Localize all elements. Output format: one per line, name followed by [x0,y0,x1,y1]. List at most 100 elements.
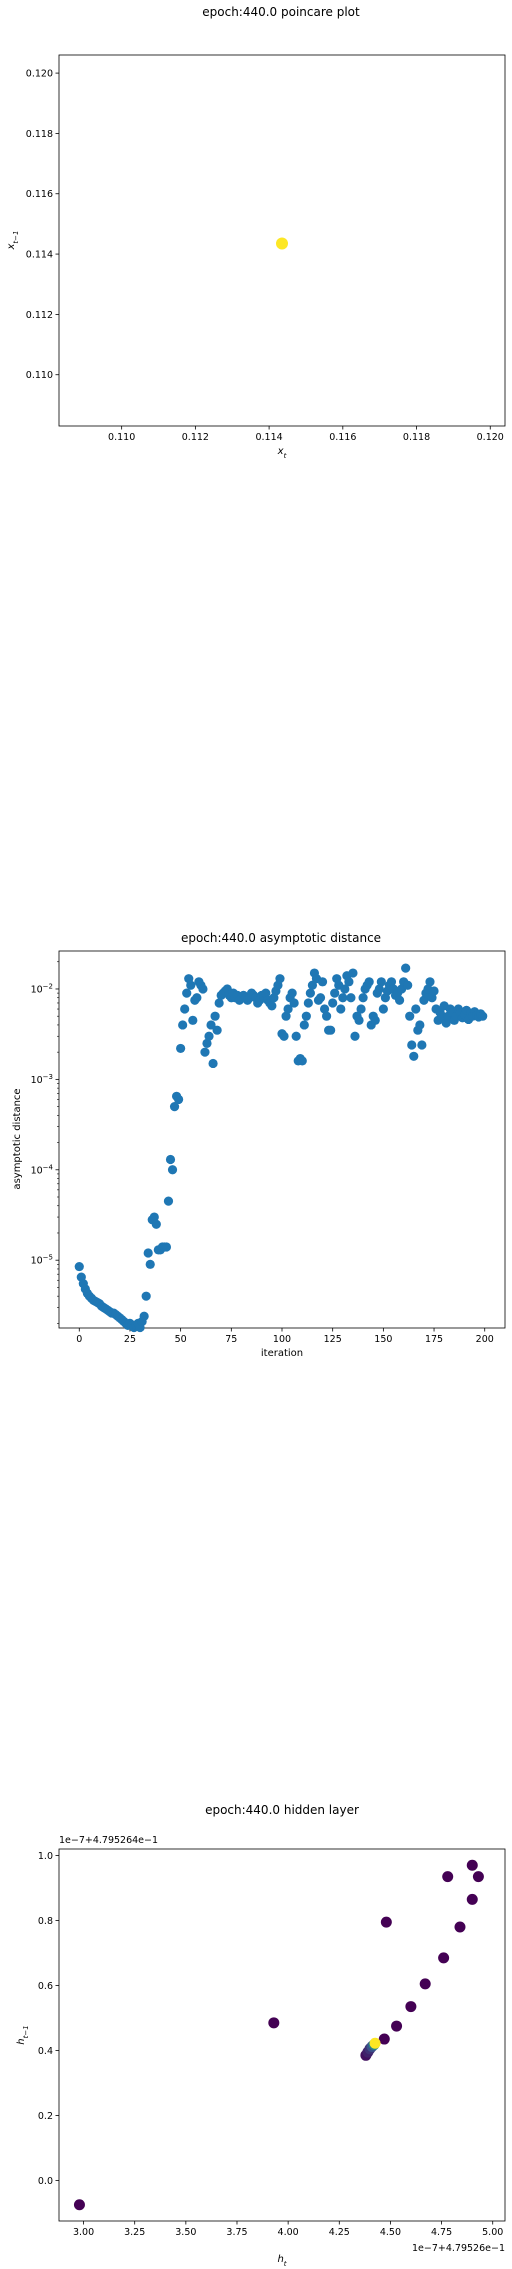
y-axis-label: ht−1 [16,2025,30,2044]
data-point [374,984,384,994]
plot-frame [58,950,506,1329]
y-tick-label: 10−2 [31,982,53,995]
y-tick-label: 0.8 [38,1916,53,1927]
data-point [442,1871,454,1883]
data-point [145,1259,155,1269]
x-tick-label: 0.110 [108,432,135,443]
y-tick-label: 0.120 [26,69,53,80]
x-tick-label: 4.25 [329,2227,350,2238]
x-axis-label: xt [277,446,287,460]
data-point [346,993,356,1003]
data-point [210,1011,220,1021]
y-axis-ticks: 0.0 0.2 0.4 0.6 0.8 1.0 [38,1851,59,2187]
data-point [143,1248,153,1258]
data-point [297,1056,307,1066]
data-point [411,1004,421,1014]
data-point [356,1004,366,1014]
data-point [180,1004,190,1014]
chart-title: epoch:440.0 asymptotic distance [181,931,381,945]
y-tick-label: 0.0 [38,2176,53,2187]
x-axis-ticks: 0 25 50 75 100 125 150 175 200 [76,1328,494,1345]
y-axis-label: xt−1 [6,231,20,251]
data-point [291,1031,301,1041]
y-axis-offset-label: 1e−7+4.795264e−1 [59,1835,158,1846]
data-point [376,977,386,987]
x-tick-label: 0.112 [182,432,209,443]
data-point [350,1031,360,1041]
x-tick-label: 4.75 [431,2227,452,2238]
data-point [330,988,340,998]
data-point [182,988,192,998]
data-point [425,977,435,987]
data-point [287,988,297,998]
data-point [279,1031,289,1041]
x-tick-label: 3.00 [73,2227,94,2238]
data-point [369,2037,381,2049]
y-axis-ticks: 10−5 10−4 10−3 10−2 [31,961,59,1324]
data-point [407,1040,417,1050]
data-points [276,237,288,250]
x-axis-ticks: 3.00 3.25 3.50 3.75 4.00 4.25 4.50 4.75 5.00 [73,2221,503,2238]
data-point [141,1291,151,1301]
x-tick-label: 4.00 [278,2227,299,2238]
data-point [328,998,338,1008]
y-tick-label: 0.6 [38,1981,53,1992]
data-point [319,1004,330,1014]
data-point [186,980,196,990]
x-tick-label: 3.50 [175,2227,196,2238]
y-tick-label: 1.0 [38,1851,53,1862]
plot-frame [58,1848,506,2222]
data-point [364,977,374,987]
data-point [289,998,299,1008]
x-tick-label: 175 [425,1334,443,1345]
x-tick-label: 0.118 [403,432,430,443]
data-point [204,1031,214,1041]
y-tick-label: 0.2 [38,2111,53,2122]
x-tick-label: 25 [124,1334,136,1345]
data-point [403,980,413,990]
data-point [198,984,208,994]
data-point [163,1196,174,1206]
data-point [472,1871,484,1883]
data-point [149,1212,159,1222]
data-point [378,1004,388,1014]
data-point [74,1261,84,1272]
x-tick-label: 125 [324,1334,342,1345]
x-tick-label: 150 [374,1334,392,1345]
data-point [380,1916,392,1928]
y-tick-label: 0.114 [26,250,53,261]
data-point [165,1154,176,1165]
y-tick-label: 0.4 [38,2046,53,2057]
data-point [391,2020,403,2032]
data-point [338,993,348,1003]
y-tick-label: 10−4 [31,1163,54,1176]
data-point [370,1015,380,1025]
data-point [161,1242,172,1252]
data-point [178,1020,188,1030]
data-point [208,1058,218,1069]
data-point [139,1311,149,1321]
data-point [466,1893,478,1905]
y-axis-ticks: 0.110 0.112 0.114 0.116 0.118 0.120 [26,69,59,381]
data-point [188,1015,198,1025]
x-tick-label: 50 [175,1334,187,1345]
data-point [192,993,202,1003]
data-point [344,977,354,987]
data-point [419,1978,431,1990]
y-tick-label: 10−3 [31,1073,53,1086]
data-points [74,963,488,1333]
y-tick-label: 0.110 [26,370,53,381]
data-point [303,998,313,1008]
data-points [73,1859,484,2211]
data-point [358,993,368,1003]
data-point [401,963,411,973]
data-point [454,1921,466,1933]
x-axis-offset-label: 1e−7+4.79526e−1 [412,2243,505,2254]
data-point [202,1038,212,1049]
data-point [73,2199,85,2211]
data-point [405,1011,415,1021]
data-point [409,1051,419,1061]
data-point [354,1015,364,1025]
data-point [167,1165,178,1175]
x-tick-label: 0.120 [477,432,504,443]
